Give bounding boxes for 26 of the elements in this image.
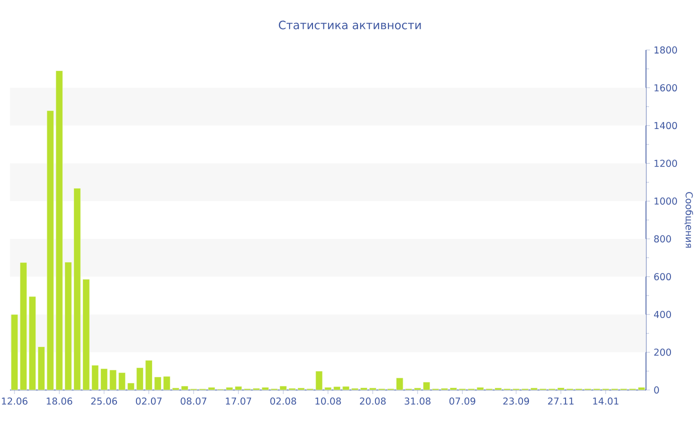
x-tick-label: 20.08 bbox=[360, 398, 386, 405]
x-tick-label: 18.06 bbox=[46, 398, 72, 405]
x-tick-label: 14.01 bbox=[593, 398, 618, 405]
x-tick-label: 10.08 bbox=[316, 398, 341, 405]
x-tick-label: 17.07 bbox=[226, 398, 252, 405]
x-tick-label: 25.06 bbox=[91, 398, 117, 405]
y-axis-title: Сообщения bbox=[684, 192, 694, 248]
x-tick-label: 07.09 bbox=[449, 398, 476, 405]
x-tick-label: 31.08 bbox=[404, 398, 430, 405]
y-tick-label: 800 bbox=[654, 235, 671, 242]
x-tick-label: 27.11 bbox=[548, 398, 574, 405]
y-tick-label: 600 bbox=[654, 273, 671, 280]
y-tick-label: 1400 bbox=[654, 122, 677, 130]
y-tick-label: 400 bbox=[654, 310, 671, 318]
y-tick-label: 1200 bbox=[654, 160, 677, 167]
x-tick-label: 08.07 bbox=[180, 398, 206, 405]
y-tick-label: 1000 bbox=[654, 198, 677, 205]
x-tick-label: 02.08 bbox=[270, 398, 296, 405]
x-tick-label: 12.06 bbox=[2, 398, 28, 405]
chart-title: Статистика активности bbox=[278, 20, 421, 30]
y-tick-label: 0 bbox=[654, 386, 659, 394]
y-tick-label: 1600 bbox=[654, 84, 677, 92]
y-tick-label: 1800 bbox=[654, 46, 677, 54]
y-tick-label: 200 bbox=[654, 348, 671, 356]
x-tick-label: 02.07 bbox=[136, 398, 162, 405]
x-tick-label: 23.09 bbox=[503, 398, 529, 405]
